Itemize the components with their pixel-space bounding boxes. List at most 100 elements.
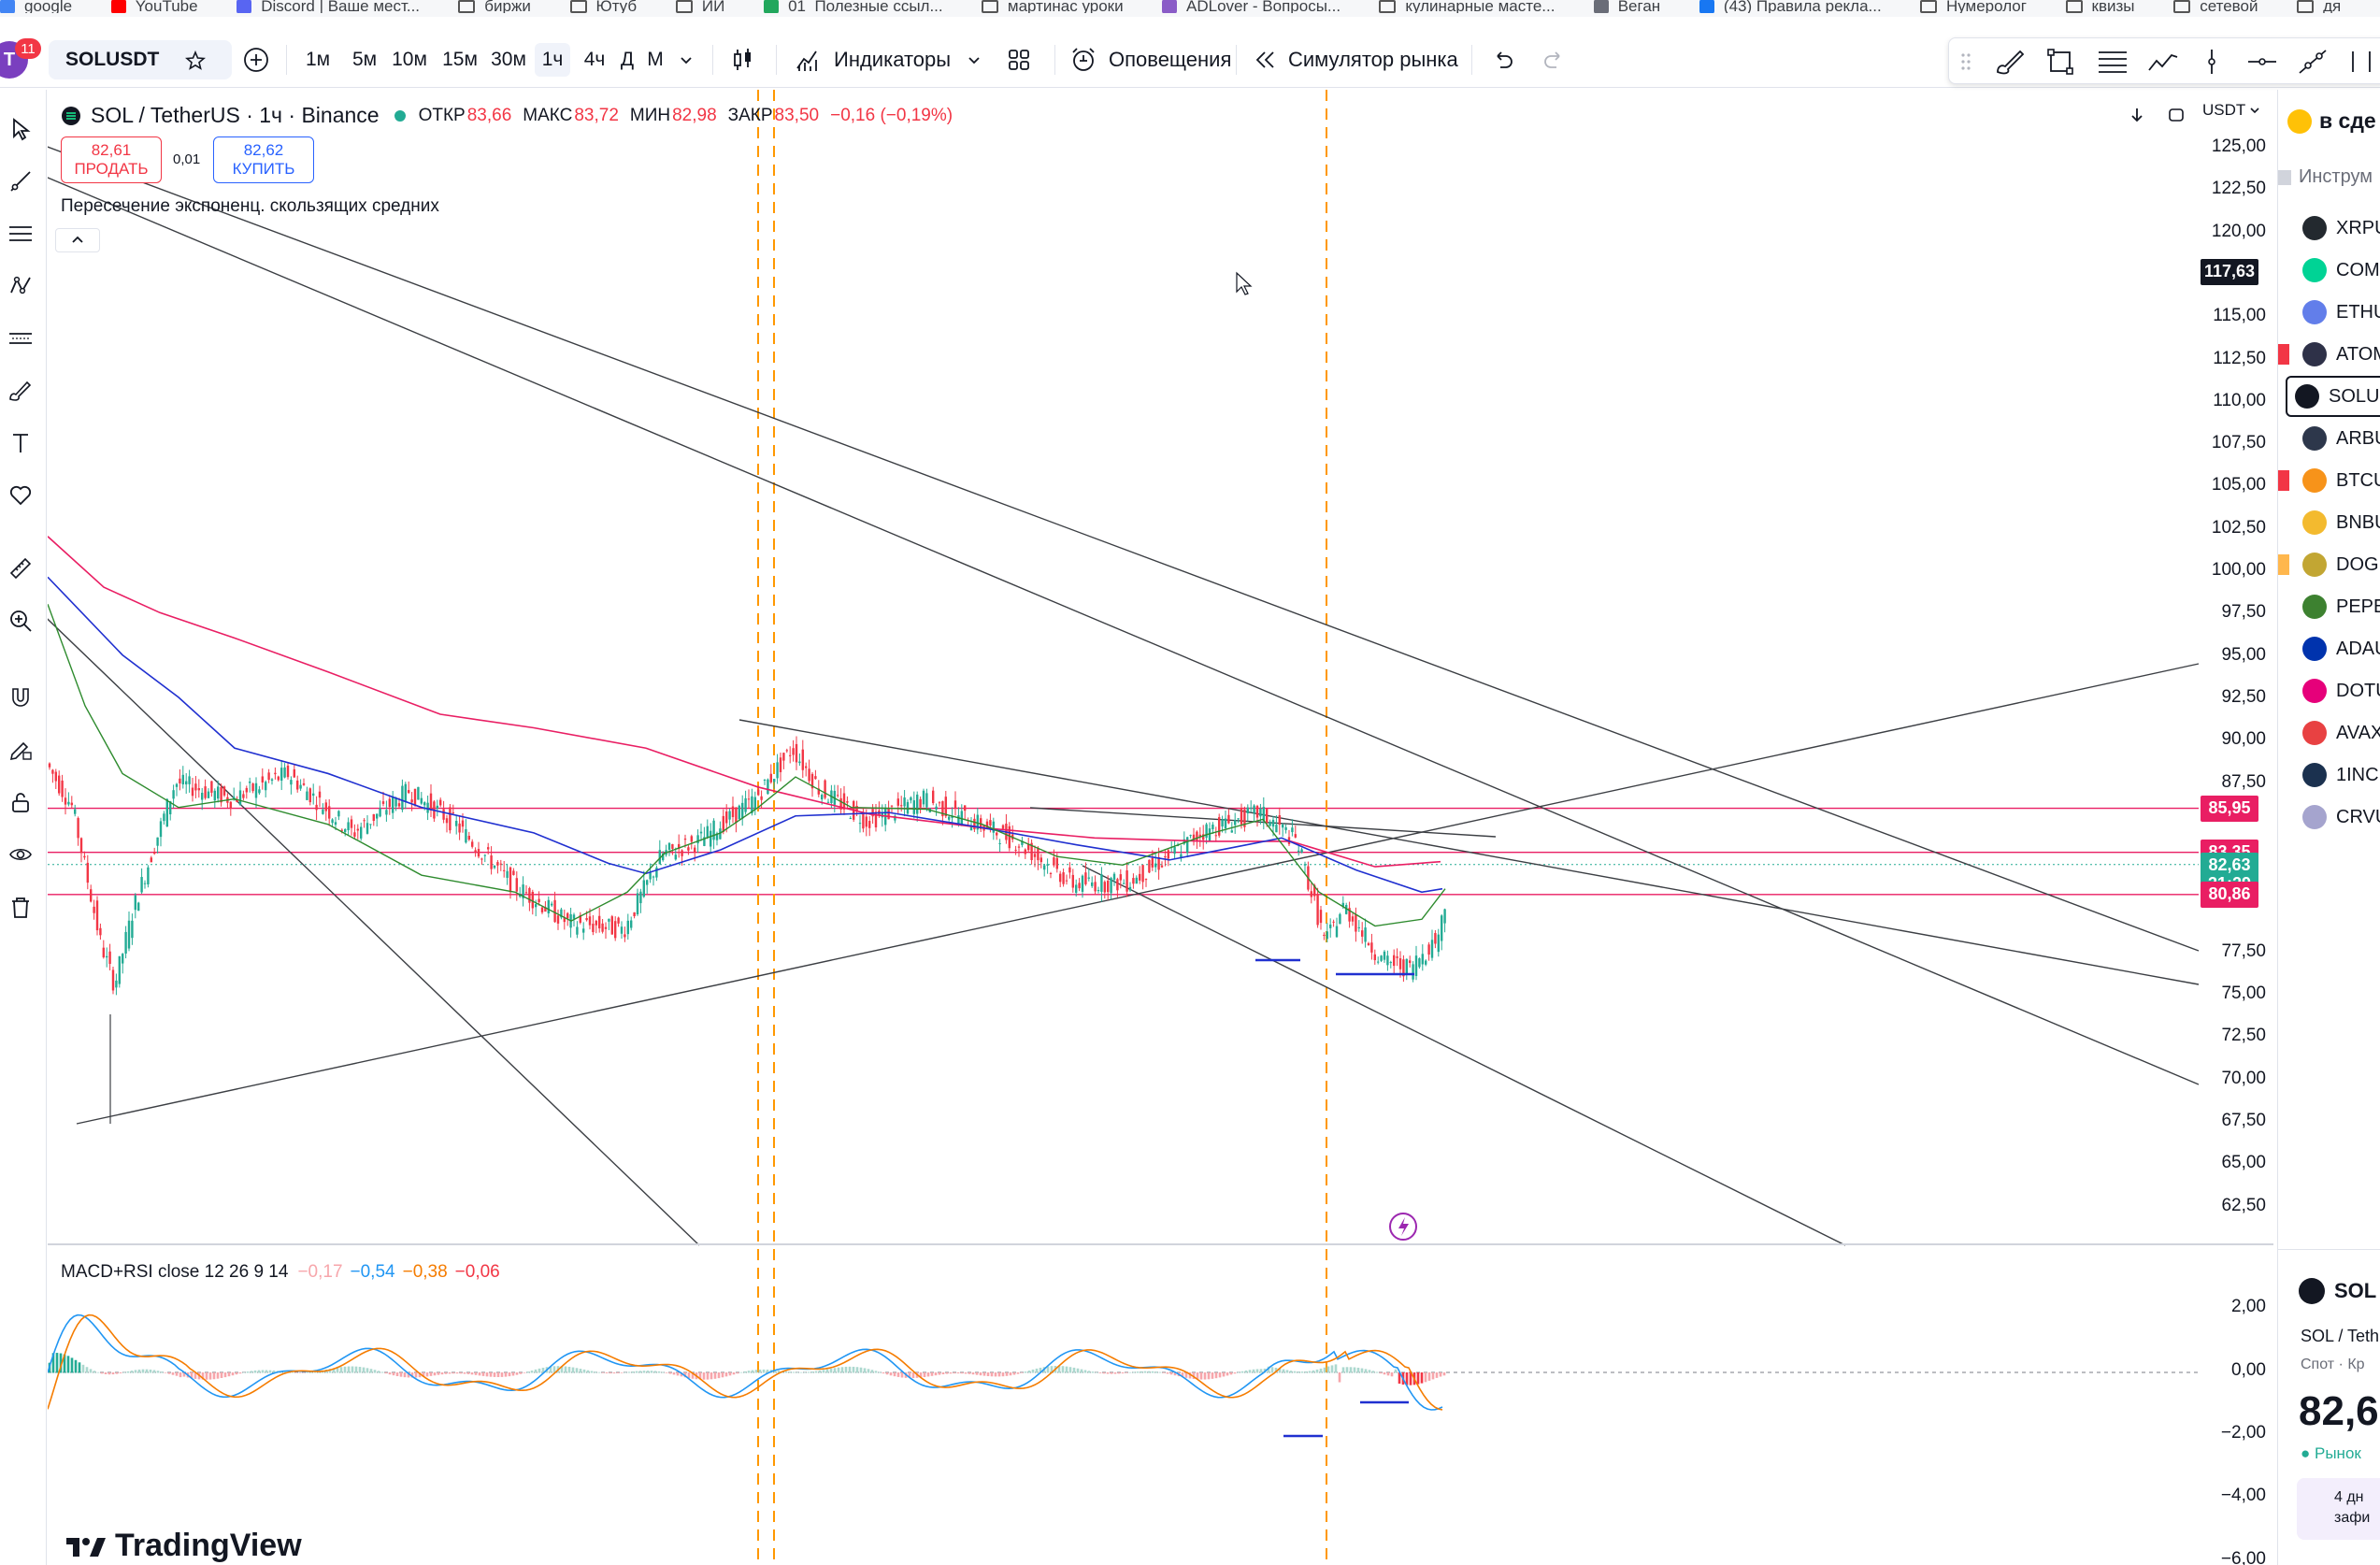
bookmark-item[interactable]: YouTube: [110, 0, 197, 13]
details-symbol[interactable]: SOL: [2299, 1278, 2376, 1304]
sell-button[interactable]: 82,61 ПРОДАТЬ: [61, 136, 162, 183]
lock-drawing-tool[interactable]: [0, 729, 41, 770]
lock-tool[interactable]: [0, 782, 41, 823]
ema-mid-line[interactable]: [48, 576, 1443, 894]
watchlist-header[interactable]: в сде: [2287, 108, 2376, 134]
forecast-tool[interactable]: [0, 318, 41, 359]
bookmark-item[interactable]: дя: [2297, 0, 2341, 13]
trend-path-icon[interactable]: [2147, 48, 2179, 76]
watchlist-item[interactable]: DOTU: [2278, 670, 2380, 711]
bookmark-item[interactable]: Нумеролог: [1919, 0, 2027, 13]
bookmark-item[interactable]: (43) Правила рекла...: [1699, 0, 1881, 13]
watchlist-item[interactable]: 1INCI: [2278, 754, 2380, 796]
timeframe-3[interactable]: 10м: [392, 49, 427, 70]
magnet-tool[interactable]: [0, 677, 41, 718]
favorite-icon[interactable]: [185, 50, 206, 71]
favorites-tool[interactable]: [0, 475, 41, 516]
delete-tool[interactable]: [0, 886, 41, 927]
timeframe-8[interactable]: Д: [620, 49, 635, 70]
watchlist-item[interactable]: CRVU: [2278, 797, 2380, 838]
bookmark-item[interactable]: ADLover - Вопросы...: [1162, 0, 1340, 13]
trend-line-icon[interactable]: [2297, 48, 2329, 76]
ema-slow-line[interactable]: [48, 536, 1441, 868]
watchlist-item[interactable]: COMI: [2278, 250, 2380, 291]
timeframe-2[interactable]: 5м: [351, 49, 378, 70]
bookmark-item[interactable]: мартинас уроки: [981, 0, 1123, 13]
bookmark-item[interactable]: квизы: [2065, 0, 2134, 13]
buy-button[interactable]: 82,62 КУПИТЬ: [213, 136, 314, 183]
drag-handle-icon[interactable]: [1960, 51, 1971, 72]
brush-tool[interactable]: [0, 370, 41, 411]
ema-fast-line[interactable]: [48, 603, 1446, 927]
measure-tool[interactable]: [0, 548, 41, 589]
flag-marker[interactable]: [2278, 218, 2289, 238]
timeframe-1[interactable]: 1м: [305, 49, 331, 70]
indicators-dropdown[interactable]: [957, 43, 991, 77]
flag-marker[interactable]: [2278, 428, 2289, 449]
trend-line[interactable]: [738, 719, 2200, 985]
trend-line[interactable]: [1082, 865, 1846, 1246]
fib-tool[interactable]: [0, 213, 41, 254]
brush-icon[interactable]: [1994, 48, 2026, 76]
bookmark-item[interactable]: Discord | Ваше мест...: [237, 0, 419, 13]
flag-marker[interactable]: [2278, 807, 2289, 827]
trend-line[interactable]: [48, 140, 2200, 952]
symbol-title[interactable]: SOL / TetherUS · 1ч · Binance: [91, 103, 380, 127]
flag-marker[interactable]: [2278, 470, 2289, 491]
ema-cross-indicator-title[interactable]: Пересечение экспоненц. скользящих средни…: [61, 196, 439, 216]
watchlist-item[interactable]: BNBU: [2278, 502, 2380, 543]
flag-marker[interactable]: [2278, 765, 2289, 785]
timeframe-9[interactable]: М: [647, 49, 664, 70]
watchlist-item[interactable]: AVAX: [2278, 712, 2380, 754]
trend-line[interactable]: [1029, 807, 1497, 838]
flag-marker[interactable]: [2278, 512, 2289, 533]
flag-marker[interactable]: [2278, 260, 2289, 280]
flag-marker[interactable]: [2278, 554, 2289, 575]
pane-separator[interactable]: [48, 1243, 2273, 1245]
tradingview-logo[interactable]: TradingView: [65, 1528, 302, 1564]
pattern-tool[interactable]: [0, 266, 41, 307]
flag-marker[interactable]: [2278, 302, 2289, 323]
compare-symbol-button[interactable]: [239, 43, 273, 77]
horizontal-line-icon[interactable]: [2246, 48, 2278, 76]
symbol-search[interactable]: SOLUSDT: [49, 40, 232, 79]
indicators-button[interactable]: Индикаторы: [795, 32, 951, 88]
trend-line-tool[interactable]: [0, 161, 41, 202]
flag-marker[interactable]: [2278, 344, 2289, 365]
bookmark-item[interactable]: 01_Полезные ссыл...: [764, 0, 942, 13]
scroll-to-latest-button[interactable]: [2123, 101, 2151, 129]
watchlist-item[interactable]: BTCU: [2278, 460, 2380, 501]
redo-button[interactable]: [1537, 43, 1570, 77]
timeframe-6[interactable]: 1ч: [535, 43, 570, 77]
timeframe-7[interactable]: 4ч: [583, 49, 606, 70]
chart-area[interactable]: SOL / TetherUS · 1ч · Binance ОТКР 83,66 М…: [48, 90, 2273, 1565]
watchlist-item[interactable]: SOLU: [2286, 376, 2380, 417]
checkbox-icon[interactable]: [2278, 169, 2291, 185]
alerts-button[interactable]: Оповещения: [1069, 32, 1231, 88]
flag-marker[interactable]: [2278, 723, 2289, 743]
collapse-legend-button[interactable]: [55, 228, 100, 252]
flag-marker[interactable]: [2278, 639, 2289, 659]
watchlist-item[interactable]: XRPU: [2278, 208, 2380, 249]
watchlist-item[interactable]: ETHU: [2278, 292, 2380, 333]
bookmark-item[interactable]: Веган: [1593, 0, 1660, 13]
watchlist-item[interactable]: ARBU: [2278, 418, 2380, 459]
zoom-tool[interactable]: [0, 600, 41, 641]
flag-marker[interactable]: [2278, 681, 2289, 701]
currency-selector[interactable]: USDT: [2202, 101, 2259, 120]
trend-line[interactable]: [48, 602, 700, 1246]
undo-button[interactable]: [1486, 43, 1520, 77]
text-tool[interactable]: [0, 423, 41, 464]
details-info-card[interactable]: 4 дн зафи: [2297, 1478, 2380, 1540]
trend-line[interactable]: [48, 170, 2200, 1085]
macd-line[interactable]: [48, 1314, 1443, 1411]
rectangle-icon[interactable]: [2046, 48, 2074, 76]
watchlist-item[interactable]: ATOM: [2278, 334, 2380, 375]
bookmark-item[interactable]: google: [0, 0, 72, 13]
chart-canvas[interactable]: [48, 90, 2273, 1565]
watchlist-item[interactable]: ADAU: [2278, 628, 2380, 669]
cursor-tool[interactable]: [0, 108, 41, 150]
fib-retracement-icon[interactable]: [2097, 48, 2129, 76]
timeframe-5[interactable]: 30м: [491, 49, 526, 70]
vertical-line-icon[interactable]: [2198, 48, 2226, 76]
